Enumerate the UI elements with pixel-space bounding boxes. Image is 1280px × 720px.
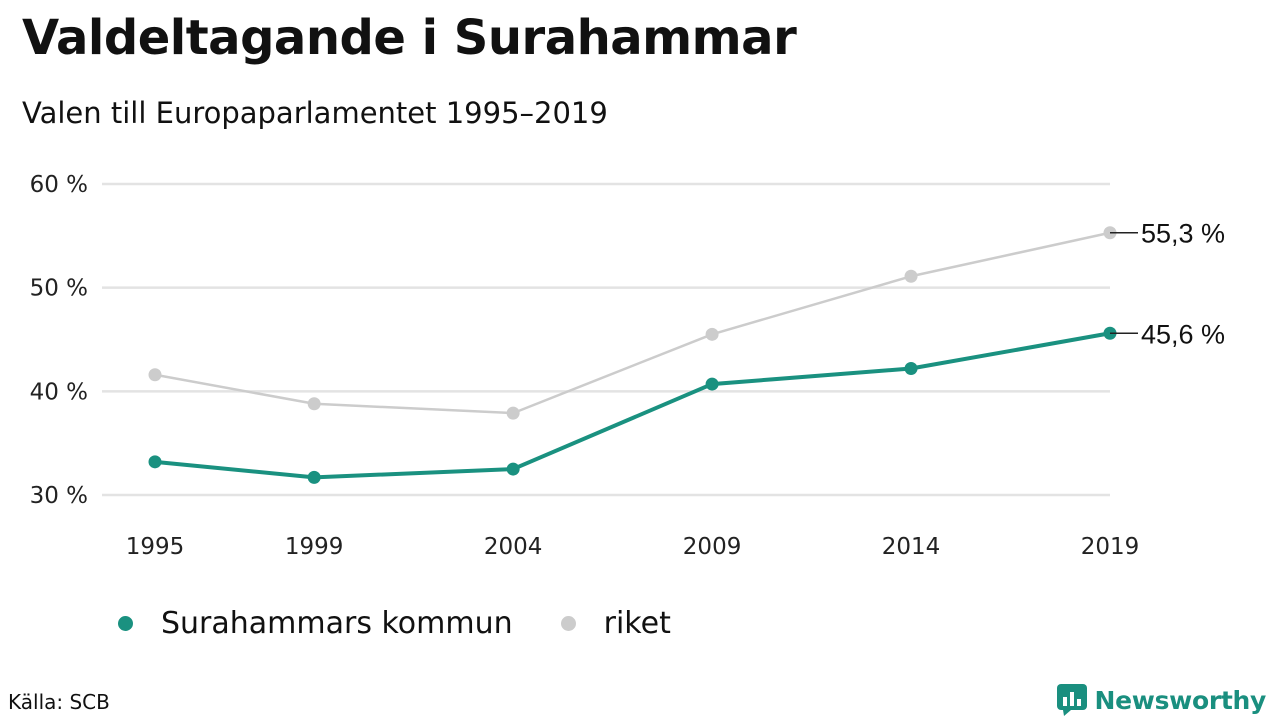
end-label-kommun: 45,6 % — [1141, 319, 1225, 349]
series-lines — [148, 226, 1117, 484]
x-tick-label: 1995 — [126, 534, 185, 560]
chart-subtitle: Valen till Europaparlamentet 1995–2019 — [22, 96, 608, 130]
end-label-riket: 55,3 % — [1141, 219, 1225, 249]
data-point-riket — [148, 368, 162, 382]
data-point-riket — [904, 269, 918, 283]
x-tick-label: 1999 — [285, 534, 344, 560]
y-tick-label: 40 % — [30, 379, 88, 405]
x-tick-label: 2009 — [683, 534, 742, 560]
data-point-riket — [705, 327, 719, 341]
data-point-kommun — [307, 470, 321, 484]
newsworthy-logo-icon — [1056, 684, 1087, 716]
brand-name: Newsworthy — [1094, 685, 1267, 715]
series-line-riket — [153, 231, 1112, 415]
source-note: Källa: SCB — [8, 690, 110, 714]
brand: Newsworthy — [1056, 684, 1267, 716]
x-axis-ticks: 1995 1999 2004 2009 2014 2019 — [126, 534, 1140, 560]
end-labels: 55,3 % 45,6 % — [1110, 219, 1225, 349]
chart-title: Valdeltagande i Surahammar — [22, 10, 797, 66]
line-chart: 30 % 40 % 50 % 60 % 1995 1999 2004 2009 2014 201… — [30, 172, 1226, 560]
y-axis-ticks: 30 % 40 % 50 % 60 % — [30, 172, 88, 509]
legend-dot-kommun-icon — [118, 616, 133, 631]
legend-label-kommun: Surahammars kommun — [161, 606, 513, 641]
x-tick-label: 2014 — [882, 534, 941, 560]
y-tick-label: 50 % — [30, 276, 88, 302]
x-tick-label: 2004 — [484, 534, 543, 560]
legend: Surahammars kommun riket — [118, 606, 719, 641]
legend-label-riket: riket — [603, 606, 671, 641]
legend-dot-riket-icon — [560, 616, 576, 631]
gridlines — [102, 182, 1110, 497]
data-point-kommun — [705, 377, 719, 391]
data-point-kommun — [904, 362, 918, 376]
series-line-kommun — [153, 331, 1112, 480]
data-point-riket — [506, 406, 520, 420]
data-point-kommun — [506, 462, 520, 476]
y-tick-label: 30 % — [30, 483, 88, 509]
data-point-riket — [307, 397, 321, 411]
legend-item-kommun: Surahammars kommun — [118, 606, 513, 641]
legend-item-riket: riket — [560, 606, 671, 641]
x-tick-label: 2019 — [1081, 534, 1140, 560]
data-point-kommun — [148, 455, 162, 469]
y-tick-label: 60 % — [30, 172, 88, 198]
